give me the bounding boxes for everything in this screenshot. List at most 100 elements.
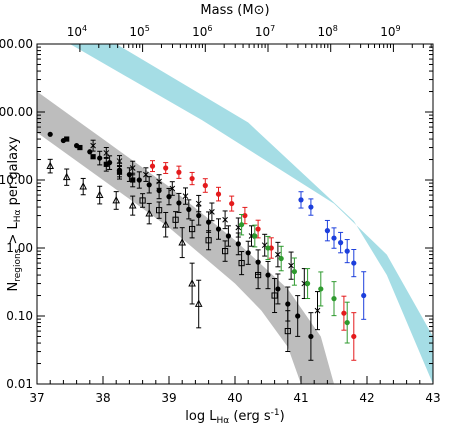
marker [351,333,357,340]
marker [166,194,172,200]
data-point [275,273,281,305]
data-points [46,131,367,361]
marker [344,319,350,326]
data-point [188,262,196,305]
data-point [95,185,104,205]
marker [145,209,154,217]
y-tick-label: 0.10 [6,309,33,323]
marker [238,259,245,267]
marker [112,195,121,204]
data-point [46,158,55,174]
x-tick-label: 39 [161,391,176,405]
data-point [90,154,96,160]
data-point [139,193,146,208]
data-point [62,168,71,186]
top-tick-label: 109 [380,24,400,39]
marker [295,313,301,319]
marker [324,228,330,234]
marker [156,178,162,185]
data-point [205,230,212,251]
y-tick-label: 1.00 [6,241,33,255]
y-tick-label: 1000.00 [0,37,33,51]
data-point [143,167,149,182]
data-point [186,199,192,220]
marker [215,226,222,232]
marker [245,250,251,256]
marker [275,286,281,292]
data-point [149,160,156,173]
x2-axis-title: Mass (M⊙) [200,3,269,18]
data-point [239,214,245,236]
x-axis-title: log LHα (erg s-1) [185,408,284,426]
marker [255,226,261,232]
marker [291,268,297,275]
data-point [225,225,231,247]
data-point [202,178,208,193]
marker [288,262,294,269]
data-point [209,202,215,222]
y-tick-label: 10.00 [0,173,33,187]
data-point [344,301,350,344]
marker [308,333,314,340]
data-point [238,251,245,276]
data-point [305,268,311,300]
marker [130,177,136,183]
marker [278,255,284,262]
data-point [47,131,53,137]
band-1 [37,91,334,384]
data-point [129,160,136,176]
data-point [242,206,248,225]
marker [222,216,228,223]
data-point [176,192,182,213]
marker [275,251,281,258]
data-point [128,195,137,216]
data-point [295,295,301,337]
marker [318,286,324,292]
marker [261,242,268,249]
marker [209,209,215,215]
data-point [178,227,187,259]
data-point [222,210,228,230]
data-point [112,191,121,210]
marker [298,197,304,203]
top-tick-label: 104 [67,24,87,39]
marker [361,292,367,299]
x-tick-label: 37 [29,391,44,405]
data-point [182,187,189,205]
data-point [331,281,337,317]
data-point [341,295,347,331]
marker [351,260,357,266]
data-point [291,257,297,286]
data-point [169,181,176,196]
data-point [288,251,294,280]
data-point [265,235,271,261]
data-point [116,155,123,167]
marker [195,200,202,207]
marker [188,279,196,287]
marker [305,280,311,287]
x-tick-label: 40 [227,391,242,405]
data-point [284,310,291,352]
top-tick-label: 108 [318,24,338,39]
marker [90,154,96,160]
marker [344,248,350,254]
marker [176,169,182,175]
data-point [194,279,203,329]
marker [116,158,123,164]
data-point [145,202,154,225]
axis-ticks [36,43,434,385]
data-point [308,312,314,361]
data-point [195,194,202,213]
data-point [314,291,321,331]
marker [271,292,278,299]
marker [163,165,169,171]
data-point [97,150,103,166]
marker [87,149,93,155]
plot-frame [36,43,434,385]
marker [79,182,88,190]
marker [225,233,231,239]
data-point [265,260,271,290]
marker [285,301,291,307]
top-tick-label: 105 [129,24,149,39]
data-point [176,165,182,179]
